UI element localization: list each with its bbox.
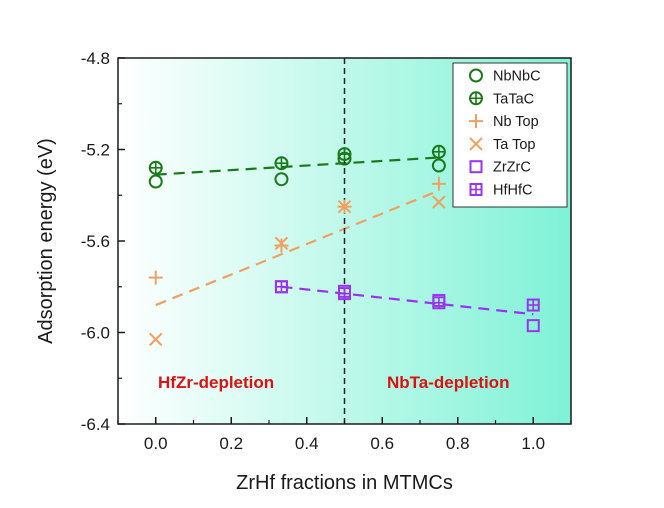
y-axis-title: Adsorption energy (eV) — [35, 138, 57, 344]
point-nb-top-1 — [274, 238, 289, 253]
x-tick-label-5: 1.0 — [521, 434, 545, 453]
point-hfhfc-2 — [432, 296, 446, 310]
y-tick-label-0: -4.8 — [81, 49, 110, 68]
fit-line-1 — [155, 156, 439, 176]
x-tick-label-4: 0.8 — [446, 434, 470, 453]
point-ta-top-2 — [337, 199, 352, 214]
legend-marker-2 — [469, 91, 483, 106]
y-tick-label-3: -6.0 — [81, 324, 110, 343]
point-nbnbc-3 — [431, 158, 446, 173]
legend-marker-6 — [469, 183, 483, 196]
legend-label-2: TaTaC — [493, 91, 534, 107]
legend-marker-3 — [469, 114, 483, 129]
point-ta-top-3 — [432, 195, 446, 209]
legend-marker-4 — [469, 137, 483, 151]
region-label-nbta: NbTa-depletion — [387, 373, 509, 392]
point-tatac-3 — [431, 144, 446, 159]
legend-label-3: Nb Top — [493, 114, 539, 130]
point-nbnbc-1 — [274, 172, 289, 187]
y-tick-label-2: -5.6 — [81, 232, 110, 251]
legend: NbNbC TaTaC Nb Top Ta Top ZrZrC HfHfC — [452, 62, 568, 208]
fit-lines — [155, 156, 534, 316]
point-nb-top-0 — [148, 270, 163, 285]
point-hfhfc-1 — [338, 287, 351, 301]
fit-line-3 — [281, 285, 534, 316]
point-ta-top-1 — [274, 236, 289, 250]
region-label-hfzr: HfZr-depletion — [158, 373, 274, 392]
x-tick-label-3: 0.6 — [370, 434, 394, 453]
point-nbnbc-0 — [148, 174, 163, 189]
legend-label-6: HfHfC — [493, 183, 532, 199]
point-hfhfc-3 — [526, 298, 540, 312]
legend-label-5: ZrZrC — [493, 160, 531, 176]
legend-label-1: NbNbC — [493, 69, 541, 85]
y-tick-label-4: -6.4 — [81, 415, 110, 434]
x-axis-title: ZrHf fractions in MTMCs — [236, 472, 453, 494]
legend-label-4: Ta Top — [493, 137, 535, 153]
point-tatac-2 — [337, 147, 352, 162]
axes: 0.0 0.2 0.4 0.6 0.8 1.0 -4.8 -5.2 -5.6 -6.0 -6.4 — [81, 49, 572, 453]
x-tick-label-1: 0.2 — [219, 434, 243, 453]
x-tick-label-2: 0.4 — [295, 434, 319, 453]
fit-line-2 — [155, 189, 440, 307]
point-tatac-1 — [274, 156, 289, 171]
point-tatac-0 — [148, 160, 163, 175]
y-tick-label-1: -5.2 — [81, 141, 110, 160]
x-tick-label-0: 0.0 — [144, 434, 168, 453]
point-zrzrc-3 — [526, 319, 540, 333]
legend-marker-1 — [469, 68, 483, 83]
legend-marker-5 — [469, 160, 483, 174]
point-hfhfc-0 — [274, 280, 288, 294]
point-nb-top-3 — [431, 176, 446, 191]
point-ta-top-0 — [149, 332, 163, 347]
data-points — [148, 144, 540, 347]
